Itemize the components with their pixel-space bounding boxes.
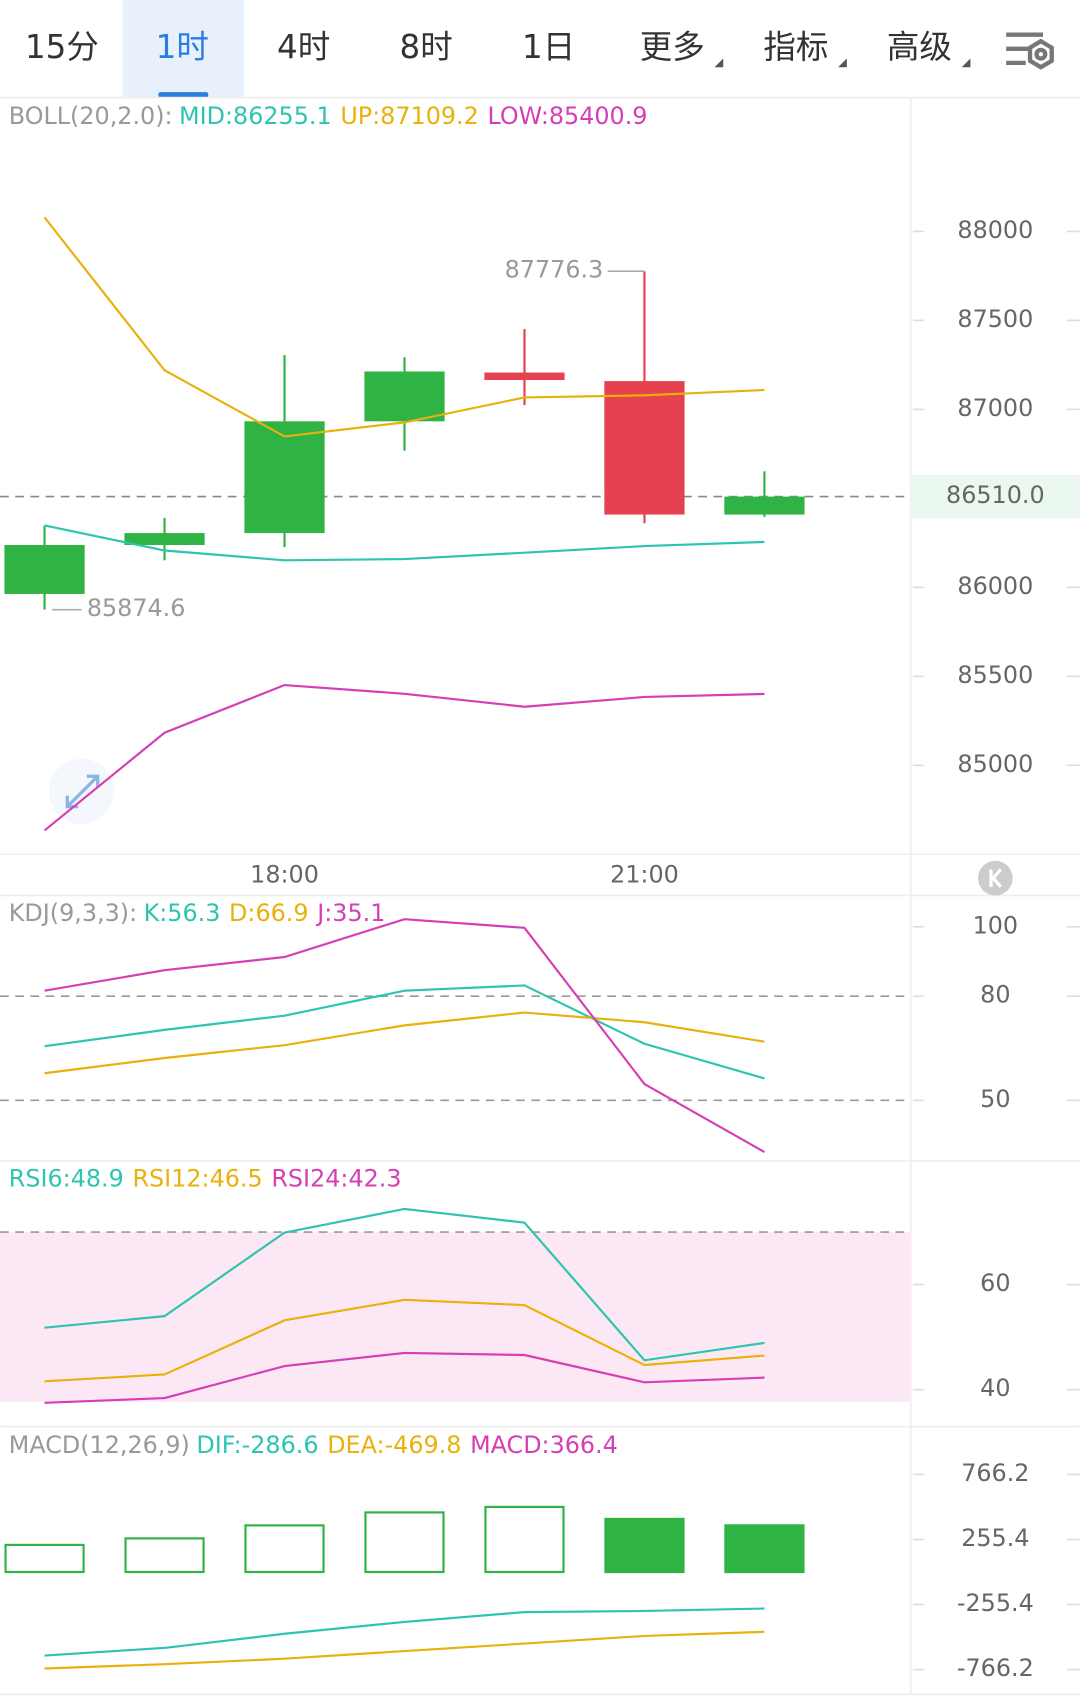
macd-bar: [364, 1511, 445, 1574]
indicator-line: [43, 216, 765, 438]
candle-body: [124, 533, 205, 545]
indicator-line: [44, 1207, 765, 1362]
dropdown-caret: [714, 58, 724, 68]
macd-bar: [604, 1517, 685, 1574]
y-tick-label: 86000: [957, 572, 1033, 600]
separators: [0, 96, 1080, 1696]
legend: RSI6:48.9 RSI12:46.5 RSI24:42.3: [9, 1164, 402, 1192]
tab[interactable]: 15分: [25, 28, 99, 66]
y-tick-label: -255.4: [957, 1589, 1034, 1617]
indicator-line: [44, 524, 765, 562]
tab[interactable]: 4时: [277, 28, 330, 66]
legend-title: KDJ(9,3,3):: [9, 898, 137, 926]
legend-item: RSI6:48.9: [9, 1164, 124, 1192]
x-tick-label: 18:00: [250, 860, 319, 888]
tab[interactable]: 更多: [640, 28, 705, 66]
macd-bar: [244, 1524, 325, 1574]
indicator-line: [44, 1607, 765, 1657]
legend-title: MACD(12,26,9): [9, 1431, 190, 1459]
indicator-line: [44, 984, 765, 1080]
macd-bar: [124, 1537, 205, 1574]
y-tick-label: -766.2: [957, 1654, 1034, 1682]
y-tick-label: 88000: [957, 216, 1033, 244]
active-tab-bg: [122, 0, 245, 98]
legend: BOLL(20,2.0): MID:86255.1 UP:87109.2 LOW:85…: [9, 102, 648, 130]
candle-body: [4, 544, 85, 594]
legend-item: DEA:-469.8: [327, 1431, 461, 1459]
legend-item: K:56.3: [144, 898, 221, 926]
y-tick-label: 87500: [957, 305, 1033, 333]
legend-item: DIF:-286.6: [196, 1431, 318, 1459]
tab[interactable]: 指标: [763, 28, 828, 66]
indicator-line: [43, 683, 765, 832]
current-price-label: 86510.0: [946, 481, 1045, 509]
legend-item: J:35.1: [315, 898, 385, 926]
macd-bar: [484, 1505, 565, 1574]
indicator-line: [44, 1630, 765, 1670]
back-to-latest-icon[interactable]: [977, 860, 1013, 896]
legend-item: MACD:366.4: [470, 1431, 618, 1459]
legend-title: BOLL(20,2.0):: [9, 102, 173, 130]
indicator-line: [44, 1351, 765, 1404]
legend-item: UP:87109.2: [340, 102, 478, 130]
y-tick-label: 255.4: [961, 1524, 1029, 1552]
y-tick-label: 766.2: [961, 1459, 1029, 1487]
current-price-bg: [911, 474, 1080, 519]
high-annotation: 87776.3: [505, 256, 604, 284]
indicator-line: [44, 1011, 765, 1075]
legend-item: D:66.9: [229, 898, 308, 926]
legend-item: MID:86255.1: [179, 102, 332, 130]
tab[interactable]: 1日: [522, 28, 575, 66]
legend: KDJ(9,3,3): K:56.3 D:66.9 J:35.1: [9, 898, 386, 926]
candle-body: [364, 371, 445, 422]
candle-body: [484, 372, 565, 381]
x-tick-label: 21:00: [610, 860, 679, 888]
candle-body: [724, 496, 805, 515]
tab[interactable]: 1时: [156, 28, 209, 66]
y-tick-label: 87000: [957, 394, 1033, 422]
settings-icon[interactable]: [1006, 32, 1054, 70]
legend: MACD(12,26,9) DIF:-286.6 DEA:-469.8 MACD:36…: [9, 1431, 618, 1459]
macd-bar: [724, 1524, 805, 1574]
legend-item: RSI24:42.3: [271, 1164, 401, 1192]
macd-bar: [4, 1543, 85, 1574]
y-tick-label: 85000: [957, 750, 1033, 778]
low-annotation: 85874.6: [87, 594, 186, 622]
candle-body: [244, 421, 325, 534]
candle-body: [604, 381, 685, 515]
active-tab-indicator: [158, 92, 209, 98]
y-tick-label: 50: [980, 1085, 1010, 1113]
dropdown-caret: [838, 58, 847, 68]
indicator-line: [44, 1298, 765, 1383]
expand-icon[interactable]: [48, 758, 114, 824]
legend-item: RSI12:46.5: [132, 1164, 262, 1192]
indicator-line: [44, 918, 765, 1153]
y-tick-label: 85500: [957, 661, 1033, 689]
tab[interactable]: 高级: [887, 28, 952, 66]
y-tick-label: 80: [980, 981, 1010, 1009]
tab[interactable]: 8时: [400, 28, 453, 66]
y-tick-label: 100: [973, 911, 1019, 939]
legend-item: LOW:85400.9: [487, 102, 647, 130]
y-tick-label: 60: [980, 1269, 1010, 1297]
y-tick-label: 40: [980, 1374, 1010, 1402]
